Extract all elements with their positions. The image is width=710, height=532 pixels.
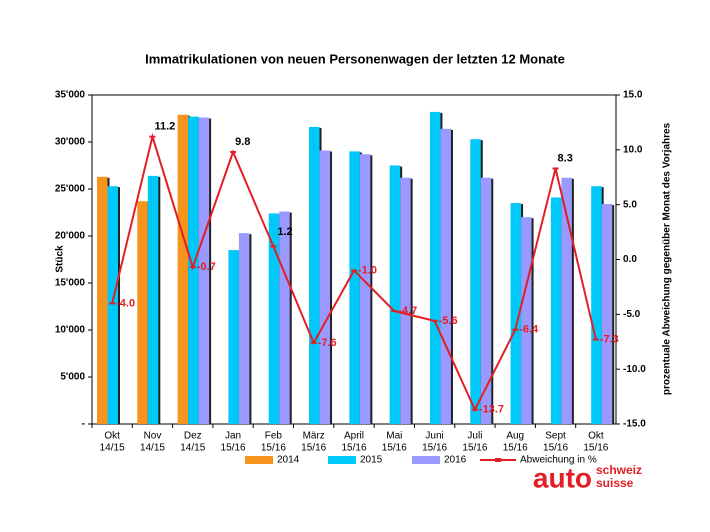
x-tick-label: Okt: [588, 431, 604, 442]
bar: [561, 177, 572, 424]
y2-axis-label: prozentuale Abweichung gegenüber Monat d…: [662, 122, 673, 395]
x-tick-label: Okt: [104, 431, 120, 442]
y2-tick-label: 15.0: [623, 90, 643, 101]
y2-tick-label: 5.0: [623, 199, 637, 210]
bar: [97, 176, 108, 424]
x-tick-label: Juli: [467, 431, 482, 442]
y-tick-label: 15'000: [55, 278, 86, 289]
value-label: -1.0: [358, 264, 377, 276]
x-tick-label: April: [344, 431, 364, 442]
chart-title: Immatrikulationen von neuen Personenwage…: [145, 51, 565, 66]
bar: [400, 177, 411, 424]
bar: [279, 211, 290, 424]
y2-tick-label: -15.0: [623, 419, 646, 430]
legend-swatch: [328, 456, 356, 464]
bar: [147, 175, 159, 424]
y-tick-label: 35'000: [55, 90, 86, 101]
x-tick-label: 15/16: [261, 443, 286, 454]
bar: [470, 139, 481, 424]
x-tick-label: Juni: [425, 431, 443, 442]
legend-label: 2014: [277, 455, 300, 466]
y-tick-label: 30'000: [55, 137, 86, 148]
bar: [359, 154, 371, 424]
value-label: -0.7: [197, 261, 216, 273]
bar: [137, 201, 148, 424]
bar: [510, 203, 522, 424]
value-label: 9.8: [235, 136, 250, 148]
y2-tick-label: -5.0: [623, 309, 641, 320]
x-tick-label: 15/16: [301, 443, 326, 454]
logo-line2: suisse: [596, 476, 634, 490]
value-label: -5.6: [439, 315, 458, 327]
y2-tick-label: -10.0: [623, 364, 646, 375]
x-tick-label: Feb: [265, 431, 283, 442]
bar: [480, 177, 492, 424]
x-tick-label: 15/16: [341, 443, 366, 454]
legend-swatch: [412, 456, 440, 464]
bar: [188, 116, 199, 425]
value-label: -4.7: [398, 305, 417, 317]
logo-line1: schweiz: [596, 463, 642, 477]
x-tick-label: Dez: [184, 431, 202, 442]
bar: [177, 114, 189, 425]
legend-label: Abweichung in %: [520, 455, 597, 466]
bar: [107, 186, 118, 424]
bar: [521, 217, 532, 424]
bar: [228, 250, 239, 424]
x-tick-label: 15/16: [503, 443, 528, 454]
x-tick-label: 15/16: [583, 443, 608, 454]
value-label: 8.3: [558, 152, 573, 164]
value-label: -7.3: [600, 333, 619, 345]
x-tick-label: 15/16: [422, 443, 447, 454]
value-label: -7.6: [318, 337, 337, 349]
x-tick-label: 15/16: [462, 443, 487, 454]
x-tick-label: Nov: [144, 431, 162, 442]
value-label: 1.2: [277, 226, 292, 238]
y-tick-label: -: [82, 419, 85, 430]
x-tick-label: 14/15: [140, 443, 165, 454]
value-label: 11.2: [154, 121, 175, 133]
x-tick-label: 14/15: [100, 443, 125, 454]
bar: [429, 111, 441, 425]
legend-swatch: [245, 456, 273, 464]
x-tick-label: 15/16: [221, 443, 246, 454]
bar: [591, 186, 602, 424]
bar: [309, 126, 320, 425]
bar: [319, 150, 331, 424]
x-tick-label: Sept: [545, 431, 566, 442]
bar: [440, 128, 451, 424]
bar: [349, 151, 360, 424]
y-tick-label: 25'000: [55, 184, 86, 195]
x-tick-label: Mai: [386, 431, 402, 442]
x-tick-label: Aug: [506, 431, 524, 442]
legend-label: 2015: [360, 455, 383, 466]
bar: [268, 213, 280, 424]
x-tick-label: 15/16: [382, 443, 407, 454]
bar: [238, 233, 250, 424]
value-label: -13.7: [479, 404, 504, 416]
legend-label: 2016: [444, 455, 467, 466]
logo-main: auto: [533, 462, 592, 493]
value-label: -4.0: [116, 297, 135, 309]
y2-tick-label: 0.0: [623, 254, 637, 265]
y-tick-label: 10'000: [55, 325, 86, 336]
bar: [198, 117, 210, 424]
bar: [550, 197, 562, 424]
y2-tick-label: 10.0: [623, 144, 643, 155]
x-tick-label: Jan: [225, 431, 241, 442]
x-tick-label: März: [303, 431, 325, 442]
value-label: -6.4: [519, 324, 539, 336]
bar: [601, 204, 613, 424]
bar: [389, 165, 401, 424]
y-tick-label: 5'000: [60, 372, 85, 383]
x-tick-label: 15/16: [543, 443, 568, 454]
y-axis-label: Stück: [55, 245, 66, 273]
x-tick-label: 14/15: [180, 443, 205, 454]
y-tick-label: 20'000: [55, 231, 86, 242]
